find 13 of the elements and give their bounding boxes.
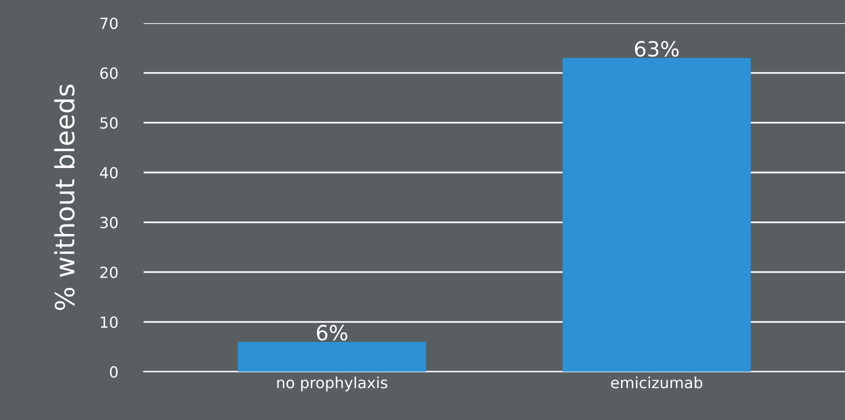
x-tick-label: no prophylaxis [277,376,388,392]
y-tick-label: 40 [100,166,118,179]
data-label: 6% [316,324,348,341]
y-axis-title: % without bleeds [54,84,75,310]
y-tick-label: 70 [100,18,118,30]
data-label: 63% [634,40,679,57]
y-tick-label: 60 [100,67,118,79]
x-tick-label: emicizumab [611,376,702,388]
y-tick-label: 50 [100,117,118,129]
y-tick-label: 20 [100,266,118,278]
y-tick-label: 10 [100,316,118,328]
y-tick-label: 30 [100,216,118,228]
y-tick-label: 0 [110,366,118,378]
